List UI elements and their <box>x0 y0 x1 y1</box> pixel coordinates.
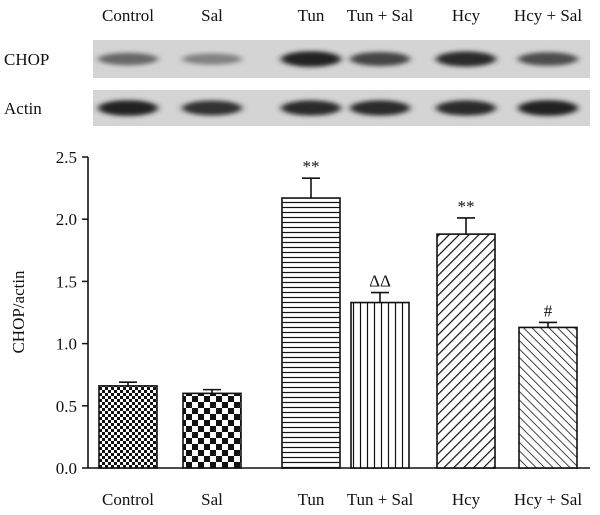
bar <box>98 385 158 469</box>
blot-row-label: Actin <box>4 99 42 118</box>
bar-chart: 0.0 0.5 1.0 1.5 2.0 2.5 CHOP/actin Control Sal… <box>9 148 590 509</box>
blot-band <box>98 100 158 116</box>
blot-strip <box>93 40 590 78</box>
blot-strip <box>93 90 590 126</box>
bar <box>281 197 341 469</box>
blot-band <box>281 100 341 116</box>
blot-lane-label: Sal <box>201 6 223 25</box>
blot-band <box>350 52 410 66</box>
western-blot: Control Sal Tun Tun + Sal Hcy Hcy + Sal CHOP A… <box>4 6 590 126</box>
x-tick-label: Control <box>102 490 154 509</box>
y-tick-label: 2.0 <box>56 210 77 229</box>
blot-band <box>182 53 242 65</box>
y-tick-label: 1.0 <box>56 335 77 354</box>
blot-band <box>350 100 410 116</box>
x-tick-labels: Control Sal Tun Tun + Sal Hcy Hcy + Sal <box>102 490 582 509</box>
significance-label: ΔΔ <box>369 272 391 291</box>
blot-band <box>518 52 578 66</box>
y-tick-label: 0.5 <box>56 397 77 416</box>
significance-label: # <box>544 301 553 320</box>
x-axis: Control Sal Tun Tun + Sal Hcy Hcy + Sal <box>88 467 590 509</box>
bar <box>350 301 410 469</box>
blot-lane-label: Hcy + Sal <box>514 6 582 25</box>
bar <box>182 392 242 469</box>
blot-band <box>98 52 158 66</box>
blot-lane-label: Tun + Sal <box>347 6 414 25</box>
y-ticks: 0.0 0.5 1.0 1.5 2.0 2.5 <box>56 148 88 478</box>
bars <box>98 197 578 469</box>
significance-label: ** <box>458 197 475 216</box>
blot-lane-label: Hcy <box>452 6 481 25</box>
bar <box>518 326 578 469</box>
blot-band <box>518 100 578 116</box>
error-bars <box>119 177 557 394</box>
x-tick-label: Sal <box>201 490 223 509</box>
blot-lane-label: Tun <box>298 6 325 25</box>
significance-label: ** <box>303 157 320 176</box>
y-axis-label: CHOP/actin <box>9 270 28 354</box>
blot-band <box>436 100 496 116</box>
y-tick-label: 2.5 <box>56 148 77 167</box>
x-tick-label: Tun <box>298 490 325 509</box>
blot-band <box>281 51 341 67</box>
y-axis: 0.0 0.5 1.0 1.5 2.0 2.5 CHOP/actin <box>9 148 89 478</box>
blot-row-label: CHOP <box>4 50 49 69</box>
x-tick-label: Tun + Sal <box>347 490 414 509</box>
bar <box>436 233 496 469</box>
y-tick-label: 1.5 <box>56 272 77 291</box>
blot-lane-labels: Control Sal Tun Tun + Sal Hcy Hcy + Sal <box>102 6 582 25</box>
blot-band <box>182 100 242 116</box>
y-tick-label: 0.0 <box>56 459 77 478</box>
significance-annotations: ** ΔΔ ** # <box>303 157 553 320</box>
blot-band <box>436 51 496 67</box>
blot-strips: CHOP Actin <box>4 40 590 126</box>
x-tick-label: Hcy + Sal <box>514 490 582 509</box>
x-tick-label: Hcy <box>452 490 481 509</box>
blot-lane-label: Control <box>102 6 154 25</box>
